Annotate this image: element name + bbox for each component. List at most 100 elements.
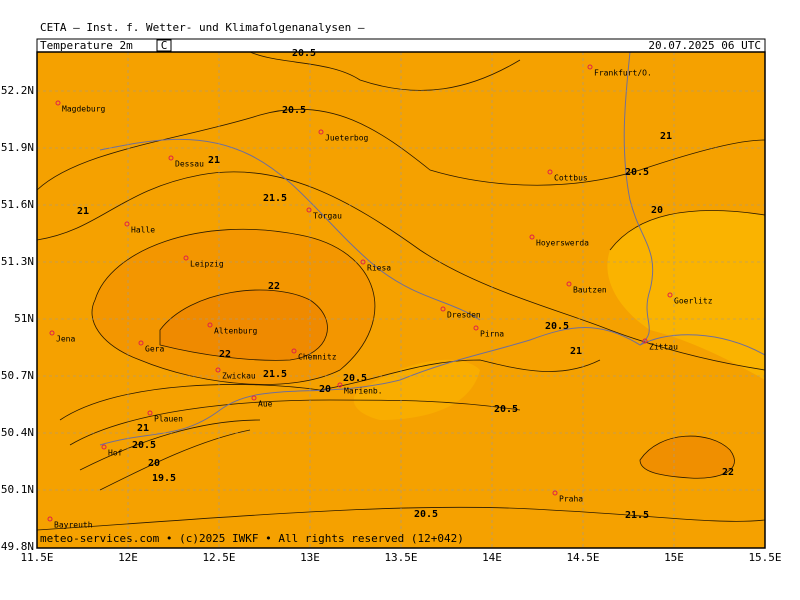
city-marker bbox=[168, 155, 174, 161]
city-marker bbox=[529, 234, 535, 240]
map-frame bbox=[36, 51, 766, 549]
x-tick-label: 13E bbox=[300, 551, 320, 564]
city-marker bbox=[667, 292, 673, 298]
city-label: Frankfurt/O. bbox=[594, 69, 652, 78]
contour-label: 22 bbox=[268, 281, 280, 292]
city-marker bbox=[440, 306, 446, 312]
city-marker bbox=[55, 100, 61, 106]
city-label: Chemnitz bbox=[298, 353, 337, 362]
city-label: Bautzen bbox=[573, 286, 607, 295]
city-label: Torgau bbox=[313, 212, 342, 221]
city-label: Zwickau bbox=[222, 372, 256, 381]
contour-label: 20.5 bbox=[282, 105, 306, 116]
contour-label: 20.5 bbox=[494, 404, 518, 415]
hot-zone bbox=[160, 290, 328, 361]
y-tick-label: 50.1N bbox=[1, 483, 34, 496]
city-label: Plauen bbox=[154, 415, 183, 424]
city-label: Halle bbox=[131, 226, 155, 235]
contour-label: 21 bbox=[137, 423, 149, 434]
contour-label: 20.5 bbox=[132, 440, 156, 451]
x-tick-label: 13.5E bbox=[384, 551, 417, 564]
x-tick-label: 14.5E bbox=[566, 551, 599, 564]
city-label: Zittau bbox=[649, 343, 678, 352]
city-label: Goerlitz bbox=[674, 297, 713, 306]
contour-label: 21 bbox=[208, 155, 220, 166]
city-label: Gera bbox=[145, 345, 164, 354]
city-label: Cottbus bbox=[554, 174, 588, 183]
y-tick-label: 50.4N bbox=[1, 426, 34, 439]
x-tick-label: 15.5E bbox=[748, 551, 781, 564]
city-label: Praha bbox=[559, 495, 583, 504]
city-label: Dresden bbox=[447, 311, 481, 320]
city-label: Hof bbox=[108, 449, 123, 458]
y-tick-label: 50.7N bbox=[1, 369, 34, 382]
contour-label: 20.5 bbox=[292, 48, 316, 59]
y-tick-label: 52.2N bbox=[1, 84, 34, 97]
contour-label: 20 bbox=[651, 205, 663, 216]
city-label: Jueterbog bbox=[325, 134, 369, 143]
city-marker bbox=[183, 255, 189, 261]
city-marker bbox=[473, 325, 479, 331]
contour-label: 21 bbox=[570, 346, 582, 357]
borders bbox=[99, 51, 766, 446]
isotherms bbox=[36, 51, 766, 531]
page-title: CETA — Inst. f. Wetter- und Klimafolgena… bbox=[40, 21, 365, 34]
y-tick-label: 51.9N bbox=[1, 141, 34, 154]
city-marker bbox=[318, 129, 324, 135]
city-marker bbox=[101, 444, 107, 450]
city-label: Marienb. bbox=[344, 387, 383, 396]
field-name: Temperature 2m bbox=[40, 39, 133, 52]
city-marker bbox=[552, 490, 558, 496]
city-label: Bayreuth bbox=[54, 521, 93, 530]
city-marker bbox=[138, 340, 144, 346]
city-marker bbox=[47, 516, 53, 522]
footer: meteo-services.com • (c)2025 IWKF • All … bbox=[40, 532, 464, 545]
graticule bbox=[37, 52, 765, 548]
cool-zone bbox=[353, 359, 480, 420]
cool-zone bbox=[607, 210, 765, 380]
contour-label: 21 bbox=[77, 206, 89, 217]
contour-label: 21.5 bbox=[263, 369, 287, 380]
valid-time: 20.07.2025 06 UTC bbox=[648, 39, 761, 52]
contour-label: 20 bbox=[148, 458, 160, 469]
city-marker bbox=[337, 382, 343, 388]
unit-box bbox=[156, 39, 172, 52]
contour-label: 21.5 bbox=[263, 193, 287, 204]
city-marker bbox=[207, 322, 213, 328]
x-tick-label: 15E bbox=[664, 551, 684, 564]
contour-label: 20.5 bbox=[414, 509, 438, 520]
y-tick-label: 51.6N bbox=[1, 198, 34, 211]
city-marker bbox=[360, 259, 366, 265]
contour-label: 20.5 bbox=[625, 167, 649, 178]
contour-label: 21.5 bbox=[625, 510, 649, 521]
city-marker bbox=[215, 367, 221, 373]
city-marker bbox=[566, 281, 572, 287]
contour-label: 20.5 bbox=[545, 321, 569, 332]
city-label: Hoyerswerda bbox=[536, 239, 589, 248]
city-label: Dessau bbox=[175, 160, 204, 169]
contour-label: 22 bbox=[219, 349, 231, 360]
contour-label: 20 bbox=[319, 384, 331, 395]
unit: C bbox=[161, 39, 168, 52]
contour-label: 21 bbox=[660, 131, 672, 142]
city-marker bbox=[547, 169, 553, 175]
x-tick-label: 12E bbox=[118, 551, 138, 564]
city-label: Pirna bbox=[480, 330, 504, 339]
city-marker bbox=[251, 395, 257, 401]
city-marker bbox=[147, 410, 153, 416]
city-label: Altenburg bbox=[214, 327, 258, 336]
city-label: Jena bbox=[56, 335, 75, 344]
city-marker bbox=[49, 330, 55, 336]
city-marker bbox=[124, 221, 130, 227]
hot-zone bbox=[640, 436, 735, 479]
x-tick-label: 14E bbox=[482, 551, 502, 564]
contour-label: 20.5 bbox=[343, 373, 367, 384]
city-label: Aue bbox=[258, 400, 273, 409]
x-tick-label: 11.5E bbox=[20, 551, 53, 564]
city-marker bbox=[642, 338, 648, 344]
map-area: Magdeburg Jueterbog Frankfurt/O. Dessau Cott… bbox=[36, 48, 766, 548]
y-tick-label: 51.3N bbox=[1, 255, 34, 268]
y-tick-label: 51N bbox=[14, 312, 34, 325]
contour-label: 19.5 bbox=[152, 473, 176, 484]
